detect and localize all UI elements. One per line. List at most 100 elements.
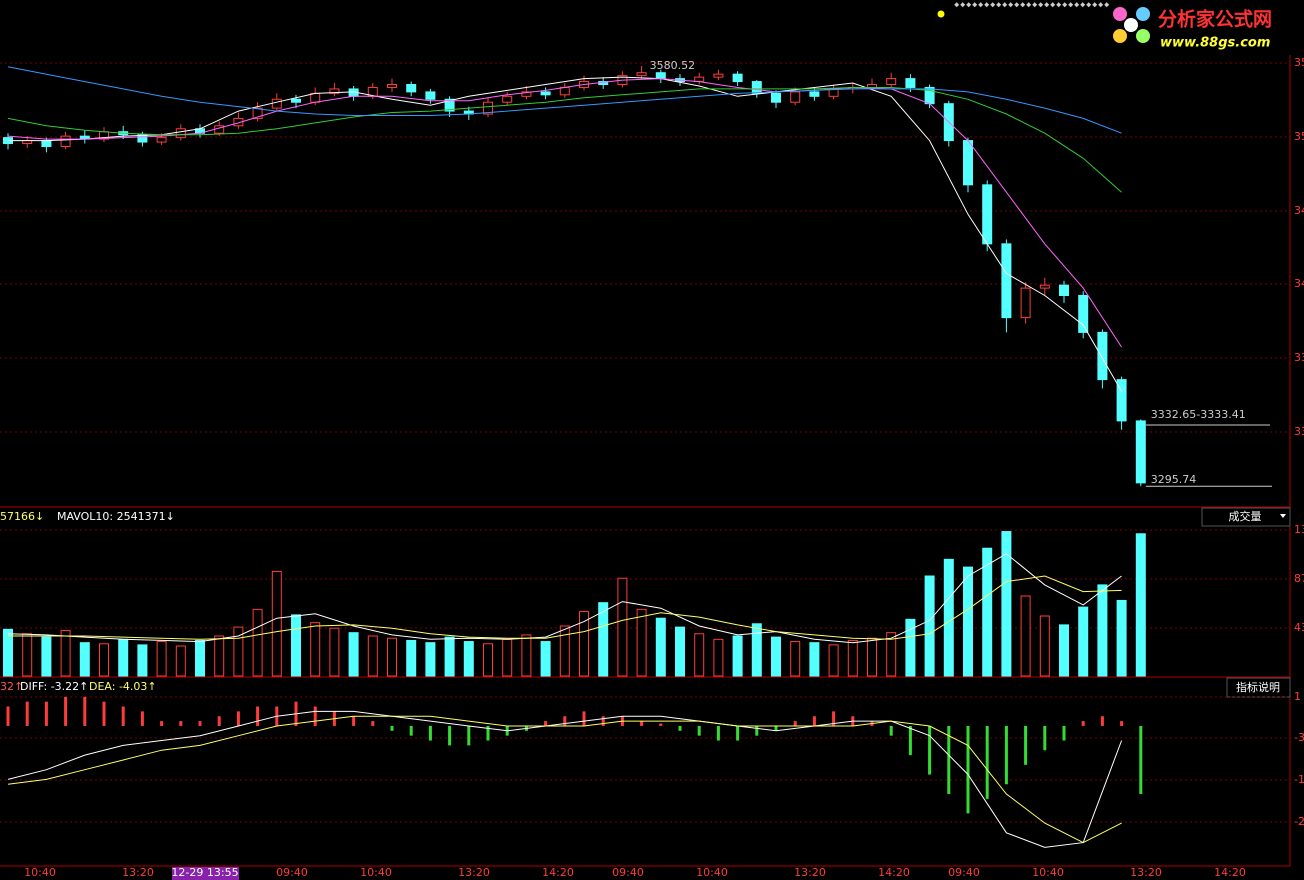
- volume-bar: [617, 577, 628, 677]
- moving-average: [7, 66, 1122, 134]
- volume-bar: [1135, 533, 1146, 677]
- logo-center: [1124, 18, 1138, 32]
- status-dot: [937, 10, 945, 18]
- price-axis-label: 35: [1294, 130, 1304, 143]
- volume-bar: [271, 571, 282, 677]
- volume-bar: [60, 629, 71, 677]
- candle-body: [540, 91, 551, 96]
- logo-url: www.88gs.com: [1160, 36, 1270, 51]
- time-label: 12-29 13:55: [171, 866, 238, 879]
- candle-body: [310, 92, 321, 103]
- volume-bar: [425, 642, 436, 677]
- volume-bar: [713, 638, 724, 677]
- volume-bar: [924, 575, 935, 677]
- logo-petal: [1136, 29, 1150, 43]
- volume-average: [7, 553, 1122, 644]
- help-label[interactable]: 指标说明: [1236, 680, 1280, 694]
- volume-bar: [751, 623, 762, 677]
- dropdown-arrow: [1280, 514, 1286, 518]
- volume-bar: [1097, 584, 1108, 677]
- logo-diamond: [954, 2, 960, 8]
- candle-body: [1001, 243, 1012, 319]
- volume-bar: [444, 636, 455, 677]
- logo-petal: [1113, 7, 1127, 21]
- time-label: 14:20: [1214, 866, 1246, 879]
- price-axis-label: 33: [1294, 425, 1304, 438]
- logo-petal: [1136, 7, 1150, 21]
- candle-body: [252, 107, 263, 119]
- candle-body: [502, 95, 513, 103]
- logo-diamond: [996, 2, 1002, 8]
- time-label: 09:40: [612, 866, 644, 879]
- candle-body: [982, 184, 993, 245]
- logo-petal: [1113, 29, 1127, 43]
- candle-body: [1039, 284, 1050, 289]
- volume-bar: [329, 627, 340, 677]
- volume-bar: [252, 608, 263, 677]
- candle-body: [636, 72, 647, 77]
- candle-body: [271, 98, 282, 109]
- candle-body: [521, 91, 532, 97]
- indicator-help-button[interactable]: [1226, 677, 1291, 698]
- macd-line: [7, 715, 1122, 844]
- logo-diamond: [1014, 2, 1020, 8]
- time-label: 13:20: [122, 866, 154, 879]
- candle-body: [1059, 284, 1069, 296]
- logo-diamond: [966, 2, 972, 8]
- time-label: 10:40: [1032, 866, 1064, 879]
- volume-bar: [79, 642, 90, 677]
- candle-body: [790, 91, 801, 103]
- macd-axis-label: -3: [1294, 731, 1304, 744]
- volume-bar: [41, 636, 52, 677]
- volume-bar: [598, 602, 609, 677]
- candle-body: [1078, 294, 1089, 333]
- candle-body: [406, 84, 417, 93]
- logo-diamond: [978, 2, 984, 8]
- time-highlight: [172, 867, 239, 880]
- volume-bar: [963, 566, 973, 677]
- candle-body: [713, 73, 724, 78]
- volume-bar: [1001, 531, 1012, 677]
- candle-body: [137, 134, 148, 143]
- time-label: 10:40: [360, 866, 392, 879]
- volume-bar: [771, 636, 781, 677]
- volume-bar: [809, 642, 820, 677]
- logo-diamond: [972, 2, 978, 8]
- candle-body: [732, 73, 743, 83]
- volume-bar: [175, 645, 186, 677]
- volume-bar: [99, 643, 109, 677]
- high-label: 3580.52: [650, 59, 696, 72]
- vol-indicator: 57166↓: [0, 510, 44, 523]
- macd-indicator: DEA: -4.03↑: [89, 680, 157, 693]
- volume-bar: [886, 632, 897, 677]
- volume-bar: [559, 625, 570, 677]
- volume-bar: [367, 635, 378, 677]
- volume-bar: [982, 547, 993, 677]
- candle-body: [60, 135, 71, 147]
- moving-average: [7, 78, 1123, 348]
- volume-bar: [22, 633, 33, 677]
- time-label: 09:40: [276, 866, 308, 879]
- volume-bar: [387, 637, 397, 677]
- volume-bar: [1020, 595, 1031, 677]
- dropdown-label[interactable]: 成交量: [1229, 509, 1262, 523]
- time-label: 13:20: [1130, 866, 1162, 879]
- volume-bar: [636, 608, 647, 677]
- volume-bar: [540, 641, 551, 677]
- candle-body: [329, 88, 340, 94]
- candle-body: [559, 86, 570, 96]
- candle-body: [233, 117, 244, 127]
- moving-average: [7, 87, 1122, 193]
- volume-axis-label: 13: [1294, 523, 1304, 536]
- volume-bar: [118, 638, 129, 677]
- indicator-dropdown[interactable]: [1201, 507, 1291, 527]
- volume-bar: [675, 626, 685, 677]
- logo-diamond: [984, 2, 990, 8]
- candle-body: [751, 81, 762, 94]
- moving-average: [8, 76, 1123, 392]
- vol-indicator: MAVOL10: 2541371↓: [57, 510, 175, 523]
- candle-body: [444, 98, 455, 112]
- volume-bar: [732, 635, 743, 677]
